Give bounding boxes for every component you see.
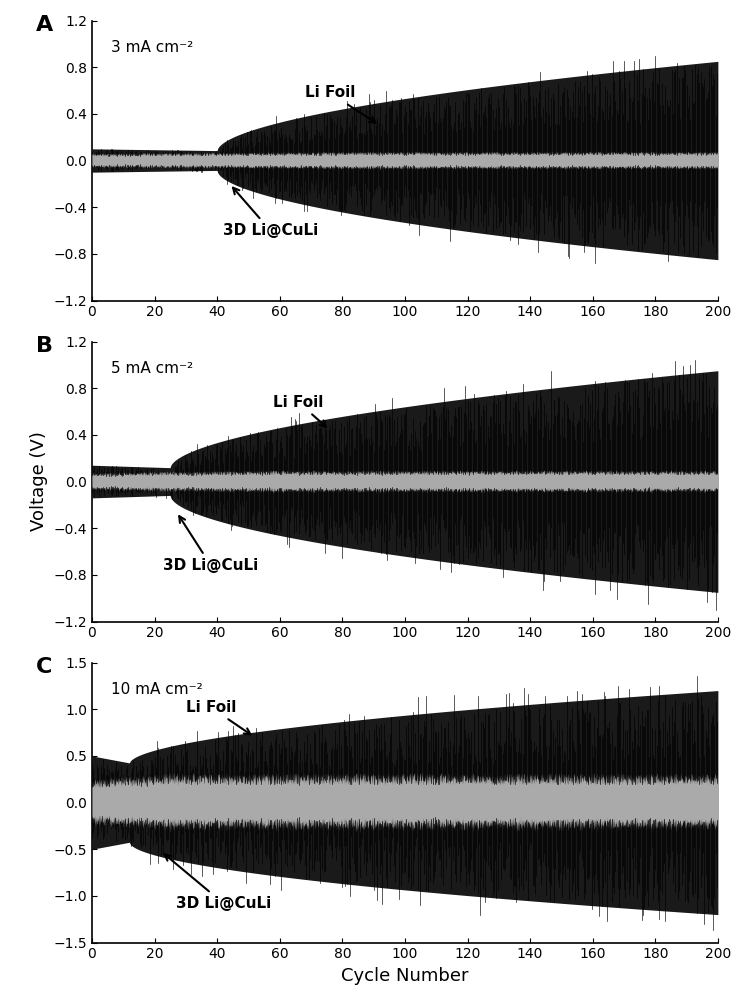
Text: Li Foil: Li Foil xyxy=(186,700,251,734)
Y-axis label: Voltage (V): Voltage (V) xyxy=(30,432,48,531)
X-axis label: Cycle Number: Cycle Number xyxy=(341,967,468,985)
Text: A: A xyxy=(36,15,53,35)
Text: 3D Li@CuLi: 3D Li@CuLi xyxy=(165,854,271,911)
Text: 3D Li@CuLi: 3D Li@CuLi xyxy=(163,516,259,573)
Text: 3 mA cm⁻²: 3 mA cm⁻² xyxy=(110,40,193,55)
Text: Li Foil: Li Foil xyxy=(273,395,326,427)
Text: 10 mA cm⁻²: 10 mA cm⁻² xyxy=(110,682,202,697)
Text: 3D Li@CuLi: 3D Li@CuLi xyxy=(223,188,318,238)
Text: Li Foil: Li Foil xyxy=(304,85,375,123)
Text: B: B xyxy=(36,336,53,356)
Text: 5 mA cm⁻²: 5 mA cm⁻² xyxy=(110,361,193,376)
Text: C: C xyxy=(36,657,52,677)
